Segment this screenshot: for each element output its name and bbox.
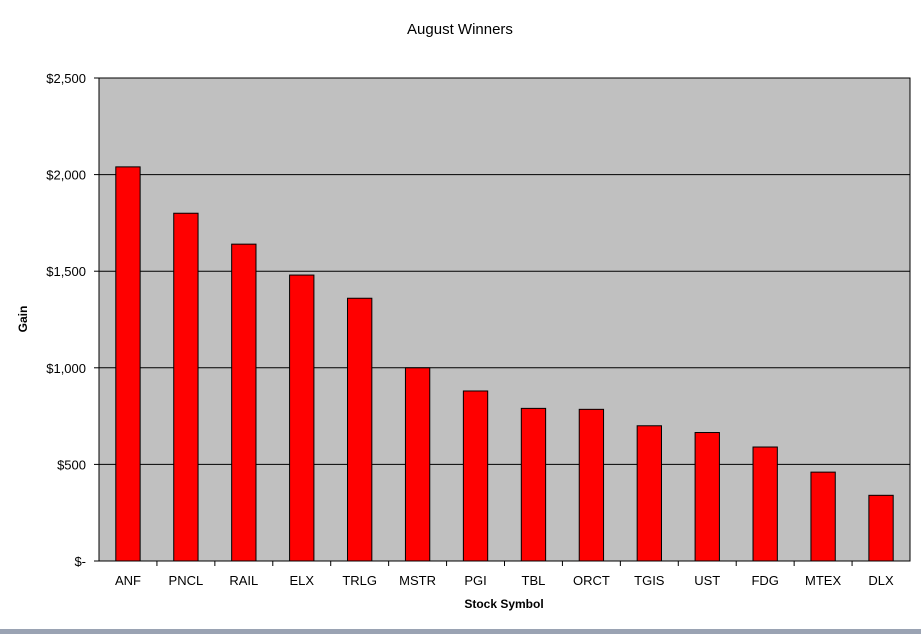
y-tick-label: $1,500 — [46, 264, 86, 279]
bar-mtex — [810, 471, 836, 562]
x-tick-label: TRLG — [342, 573, 377, 588]
x-tick-label: DLX — [868, 573, 894, 588]
x-axis-ticks: ANF PNCL RAIL ELX TRLG MSTR PGI TBL ORCT TGIS UST F… — [115, 561, 894, 588]
y-tick-label: $2,500 — [46, 71, 86, 86]
bar-elx — [289, 274, 315, 562]
chart-title: August Winners — [407, 21, 513, 38]
bar-tgis — [636, 425, 662, 562]
bar-orct — [578, 408, 605, 562]
bar-rail — [231, 243, 257, 562]
x-tick-label: MSTR — [399, 573, 436, 588]
bar-fdg — [752, 446, 778, 562]
plot-area — [98, 77, 911, 562]
x-tick-label: TBL — [522, 573, 546, 588]
x-tick-label: PNCL — [169, 573, 204, 588]
y-axis-ticks: $- $500 $1,000 $1,500 $2,000 $2,500 — [46, 71, 99, 569]
bar-tbl — [520, 407, 547, 562]
bar-dlx — [868, 494, 894, 562]
y-tick-label: $- — [74, 554, 86, 569]
y-tick-label: $500 — [57, 457, 86, 472]
bar-ust — [694, 432, 720, 562]
x-tick-label: RAIL — [229, 573, 258, 588]
window-bottom-border — [0, 629, 921, 634]
x-tick-label: MTEX — [805, 573, 841, 588]
bar-trlg — [347, 297, 373, 562]
x-tick-label: UST — [694, 573, 720, 588]
x-tick-label: ELX — [289, 573, 314, 588]
x-tick-label: ORCT — [573, 573, 610, 588]
x-tick-label: ANF — [115, 573, 141, 588]
bar-anf — [115, 166, 141, 562]
bar-pncl — [173, 212, 199, 562]
x-tick-label: TGIS — [634, 573, 665, 588]
y-tick-label: $2,000 — [46, 168, 86, 183]
bar-mstr — [404, 367, 431, 562]
y-tick-label: $1,000 — [46, 361, 86, 376]
x-tick-label: FDG — [751, 573, 778, 588]
y-axis-label: Gain — [16, 306, 30, 333]
x-axis-label: Stock Symbol — [464, 597, 543, 611]
bars — [115, 166, 894, 562]
x-tick-label: PGI — [464, 573, 486, 588]
bar-pgi — [462, 390, 489, 562]
